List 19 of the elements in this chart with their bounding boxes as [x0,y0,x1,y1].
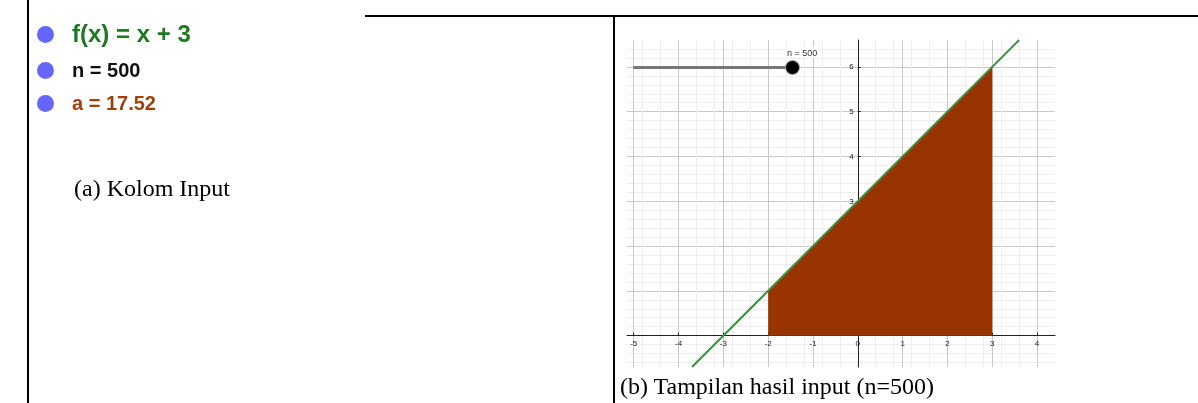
x-tick-label: 4 [1034,339,1040,349]
text: (a) Kolom Input [74,175,230,202]
x-tick-label: -2 [764,339,773,349]
y-tick-label: 3 [849,196,855,206]
y-tick-label: 5 [849,107,855,117]
text: n = 500 [72,59,141,82]
x-tick-label: -4 [674,339,683,349]
text: a = 17.52 [72,92,156,115]
y-tick-label: 6 [849,62,855,72]
y-tick-label: 4 [849,151,855,161]
x-tick-label: 3 [990,339,996,349]
x-tick-label: 2 [945,339,951,349]
annotation: n = 500 [787,47,818,58]
x-tick-label: -1 [809,339,818,349]
text: f(x) = x + 3 [72,20,191,48]
x-tick-label: -5 [630,339,638,349]
text: (b) Tampilan hasil input (n=500) [620,373,935,399]
x-tick-label: -3 [719,339,728,349]
x-tick-label: 1 [900,339,906,349]
